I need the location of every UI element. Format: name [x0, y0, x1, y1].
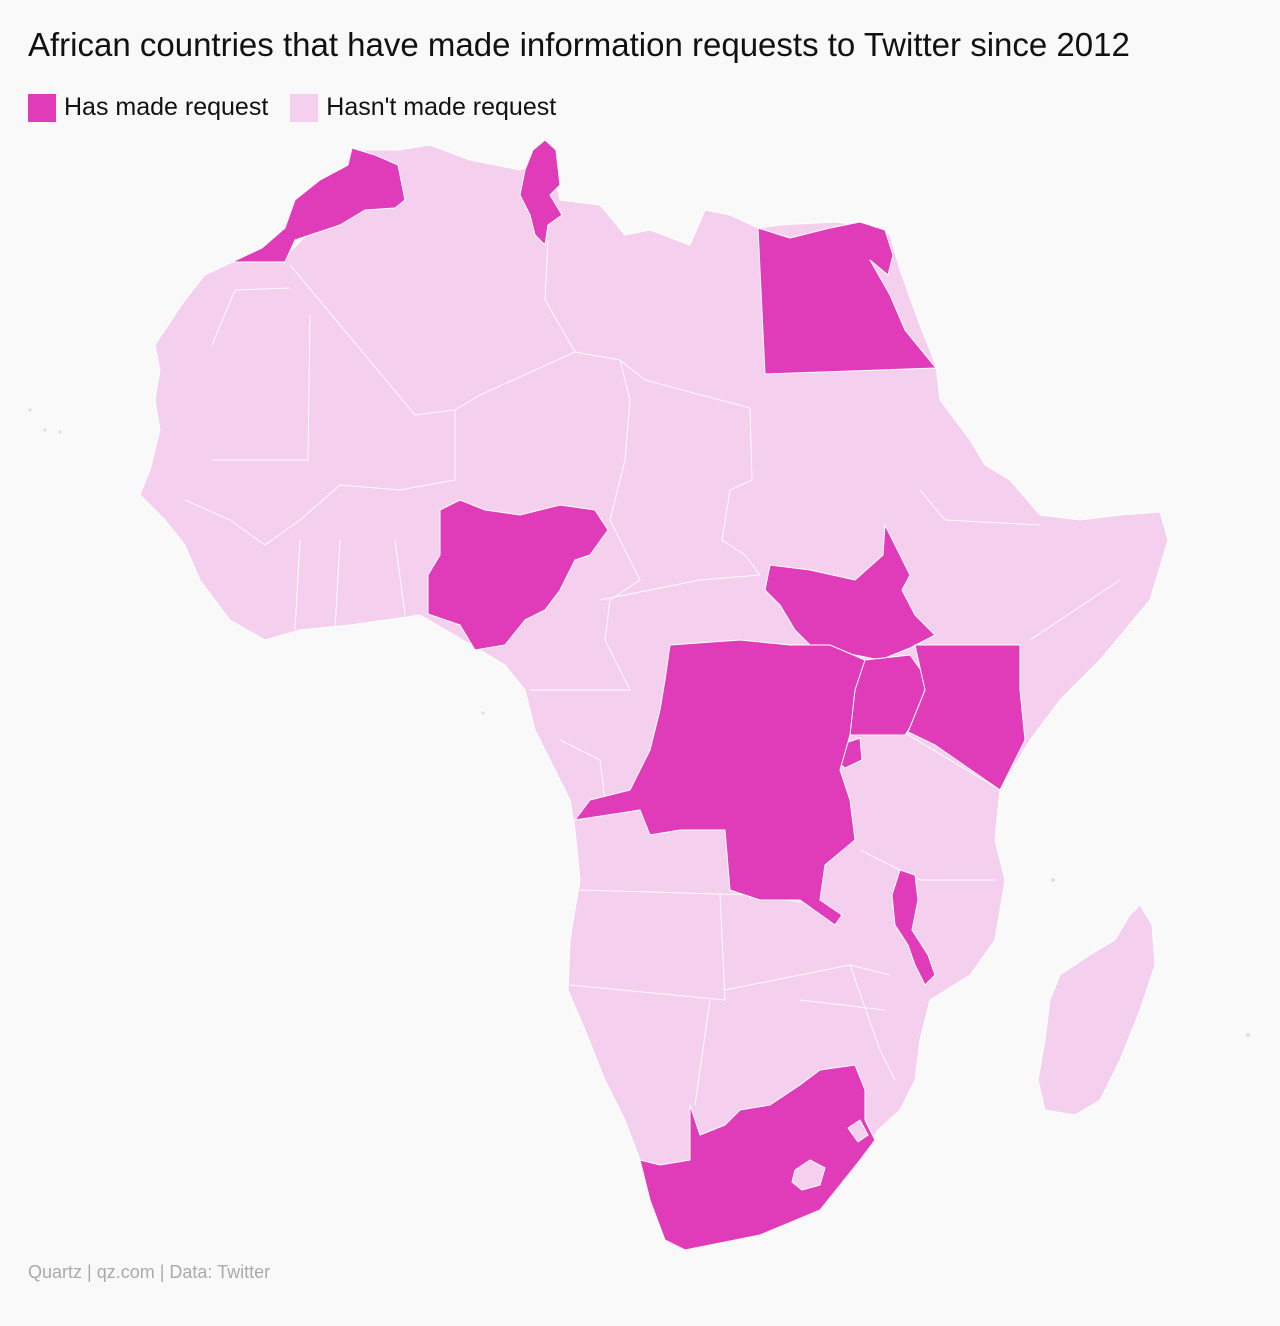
eswatini	[847, 1119, 869, 1143]
nigeria	[427, 499, 609, 651]
lesotho	[791, 1159, 826, 1191]
countries-with-requests	[231, 139, 1026, 1251]
south-sudan	[764, 524, 936, 661]
legend: Has made request Hasn't made request	[28, 93, 556, 122]
democratic-republic-of-the-congo	[574, 639, 866, 926]
south-africa	[639, 1064, 876, 1251]
madagascar	[1037, 904, 1156, 1116]
africa-landmass	[139, 139, 1169, 1251]
legend-item-no-request: Hasn't made request	[290, 93, 556, 122]
morocco	[231, 147, 406, 263]
legend-swatch-no-request	[290, 93, 319, 122]
source-footer: Quartz | qz.com | Data: Twitter	[28, 1262, 271, 1282]
tunisia	[519, 139, 563, 246]
legend-swatch-has-request	[28, 93, 56, 122]
chart-title: African countries that have made informa…	[28, 26, 1130, 63]
egypt	[757, 221, 937, 375]
kenya	[907, 644, 1026, 791]
islands	[28, 408, 1250, 1037]
legend-label-has-request: Has made request	[64, 93, 269, 121]
legend-label-no-request: Hasn't made request	[326, 93, 557, 121]
legend-item-has-request: Has made request	[28, 93, 268, 122]
malawi	[891, 869, 936, 986]
